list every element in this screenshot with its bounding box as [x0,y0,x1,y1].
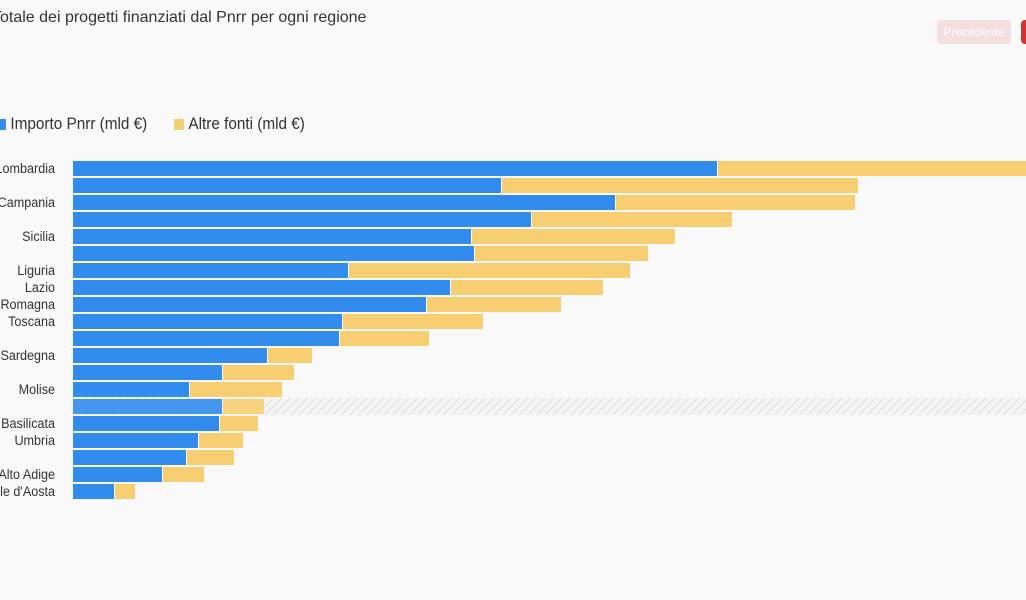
bar-altre-fonti[interactable] [451,280,603,295]
bar-pnrr[interactable] [73,246,474,261]
category-label: Sicilia [22,228,55,244]
legend-swatch [0,118,6,130]
legend-item-pnrr[interactable]: Importo Pnrr (mld €) [0,114,147,134]
bar-pnrr[interactable] [73,331,339,346]
bar-pnrr[interactable] [73,314,342,329]
bar-pnrr[interactable] [73,280,450,295]
bar-altre-fonti[interactable] [718,161,1026,176]
category-label: Lazio [25,279,55,295]
bar-altre-fonti[interactable] [268,348,312,363]
bar-pnrr[interactable] [73,365,222,380]
bar-pnrr[interactable] [73,178,501,193]
chart-title: Totale dei progetti finanziati dal Pnrr … [0,9,367,26]
category-label: Sardegna [0,347,55,363]
category-label: Basilicata [1,415,55,431]
bar-altre-fonti[interactable] [223,365,294,380]
bar-altre-fonti[interactable] [532,212,732,227]
category-label: Lombardia [0,160,56,176]
previous-button[interactable]: Precedente [937,20,1011,44]
bar-altre-fonti[interactable] [475,246,648,261]
bar-pnrr[interactable] [73,263,348,278]
bar-pnrr[interactable] [73,297,426,312]
bar-pnrr[interactable] [73,416,219,431]
category-label: Valle d'Aosta [0,483,56,499]
bar-altre-fonti[interactable] [427,297,561,312]
bar-pnrr[interactable] [73,399,222,414]
legend-swatch [174,118,184,130]
bar-pnrr[interactable] [73,229,471,244]
bar-altre-fonti[interactable] [190,382,282,397]
bar-altre-fonti[interactable] [199,433,243,448]
bar-altre-fonti[interactable] [502,178,858,193]
category-label: Umbria [14,432,55,448]
bar-pnrr[interactable] [73,484,114,499]
bar-pnrr[interactable] [73,467,162,482]
bar-pnrr[interactable] [73,382,189,397]
next-button[interactable] [1021,20,1026,44]
bar-altre-fonti[interactable] [187,450,234,465]
category-label: Molise [19,381,55,397]
legend-label: Importo Pnrr (mld €) [10,114,148,133]
bar-pnrr[interactable] [73,161,717,176]
bar-pnrr[interactable] [73,433,198,448]
bar-altre-fonti[interactable] [340,331,429,346]
bar-altre-fonti[interactable] [343,314,483,329]
bar-altre-fonti[interactable] [163,467,204,482]
hover-band [73,398,1026,415]
bar-pnrr[interactable] [73,450,186,465]
bar-pnrr[interactable] [73,195,615,210]
legend: Importo Pnrr (mld €) Altre fonti (mld €) [0,114,330,134]
category-label: Toscana [8,313,55,329]
category-label: Trentino Alto Adige [0,466,55,482]
bar-altre-fonti[interactable] [616,195,855,210]
bar-pnrr[interactable] [73,348,267,363]
category-label: Emilia-Romagna [0,296,56,312]
legend-item-altre[interactable]: Altre fonti (mld €) [174,114,305,134]
bar-altre-fonti[interactable] [472,229,675,244]
bar-altre-fonti[interactable] [115,484,135,499]
category-label: Campania [0,194,56,210]
category-label: Liguria [17,262,55,278]
bar-altre-fonti[interactable] [223,399,264,414]
legend-label: Altre fonti (mld €) [188,114,305,133]
bar-altre-fonti[interactable] [220,416,258,431]
bar-altre-fonti[interactable] [349,263,630,278]
bar-pnrr[interactable] [73,212,531,227]
